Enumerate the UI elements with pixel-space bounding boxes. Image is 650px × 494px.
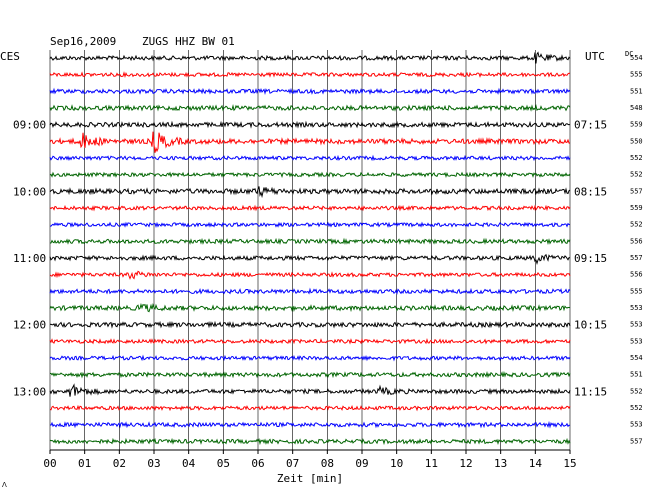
right-time-label: 11:15 [574,385,607,398]
x-tick-label: 04 [182,457,196,470]
x-tick-label: 08 [321,457,334,470]
seismic-trace [49,302,571,313]
dc-column-header: DC [625,50,633,58]
right-time-label: 10:15 [574,319,607,332]
x-axis: 00 01 02 03 04 05 06 07 08 09 10 11 12 13 14 15 [43,449,577,470]
left-time-label: 09:00 [13,119,46,132]
seismic-trace [49,154,571,162]
x-tick-label: 01 [78,457,91,470]
seismic-trace [49,287,571,295]
x-tick-label: 09 [355,457,368,470]
seismic-trace [49,383,571,397]
x-tick-label: 00 [43,457,56,470]
x-tick-label: 07 [286,457,299,470]
right-timezone-label: UTC [585,50,605,63]
dc-value: 548 [630,104,643,112]
dc-value: 551 [630,87,643,95]
seismic-trace [49,237,571,246]
seismic-trace [49,354,571,362]
dc-value: 553 [630,337,643,345]
right-time-label: 07:15 [574,119,607,132]
chart-date: Sep16,2009 [50,35,116,48]
dc-value: 555 [630,71,643,79]
dc-value: 559 [630,204,643,212]
seismic-trace [49,171,571,179]
dc-value: 553 [630,304,643,312]
dc-value: 555 [630,287,643,295]
x-tick-label: 12 [459,457,472,470]
left-timezone-label: CES [0,50,20,63]
right-time-label: 08:15 [574,185,607,198]
x-tick-label: 06 [251,457,264,470]
seismic-trace [49,87,571,96]
seismic-trace [49,71,571,78]
left-time-labels: 09:00 10:00 11:00 12:00 13:00 [13,119,46,399]
dc-value: 557 [630,437,643,445]
right-time-label: 09:15 [574,252,607,265]
seismic-trace [49,51,571,64]
seismic-trace [49,320,571,329]
dc-value: 553 [630,321,643,329]
x-tick-label: 15 [563,457,576,470]
seismic-trace [49,131,571,153]
dc-value: 550 [630,137,643,145]
x-tick-label: 14 [529,457,543,470]
trace-group [49,51,571,446]
x-tick-label: 02 [113,457,126,470]
x-tick-label: 13 [494,457,507,470]
dc-value: 552 [630,171,643,179]
dc-value: 556 [630,271,643,279]
seismic-trace [49,186,571,199]
seismic-trace [49,253,571,265]
dc-value: 552 [630,404,643,412]
seismic-trace [49,103,571,112]
left-time-label: 13:00 [13,385,46,398]
x-axis-label: Zeit [min] [277,472,343,485]
left-time-label: 11:00 [13,252,46,265]
dc-value: 554 [630,354,643,362]
chart-station: ZUGS HHZ BW 01 [142,35,235,48]
dc-values: 554 555 551 548 559 550 552 552 557 559 552 556 557 5… [630,54,643,445]
dc-value: 557 [630,187,643,195]
seismic-trace [49,270,571,280]
dc-value: 553 [630,421,643,429]
dc-value: 557 [630,254,643,262]
dc-value: 556 [630,237,643,245]
seismic-trace [49,404,571,412]
corner-mark: ᐱ [2,481,7,489]
x-tick-label: 03 [147,457,160,470]
dc-value: 559 [630,121,643,129]
x-tick-label: 05 [217,457,230,470]
seismic-trace [49,204,571,212]
x-tick-label: 11 [425,457,438,470]
dc-value: 554 [630,54,643,62]
dc-value: 552 [630,387,643,395]
right-time-labels: 07:15 08:15 09:15 10:15 11:15 [574,119,607,399]
seismic-trace [49,337,571,345]
seismic-trace [49,370,571,379]
dc-value: 552 [630,221,643,229]
seismic-trace [49,437,571,446]
minute-grid [49,50,571,450]
seismic-trace [49,120,571,129]
seismic-trace [49,221,571,229]
left-time-label: 12:00 [13,319,46,332]
seismic-trace [49,420,571,429]
dc-value: 551 [630,371,643,379]
left-time-label: 10:00 [13,185,46,198]
x-tick-label: 10 [390,457,403,470]
dc-value: 552 [630,154,643,162]
